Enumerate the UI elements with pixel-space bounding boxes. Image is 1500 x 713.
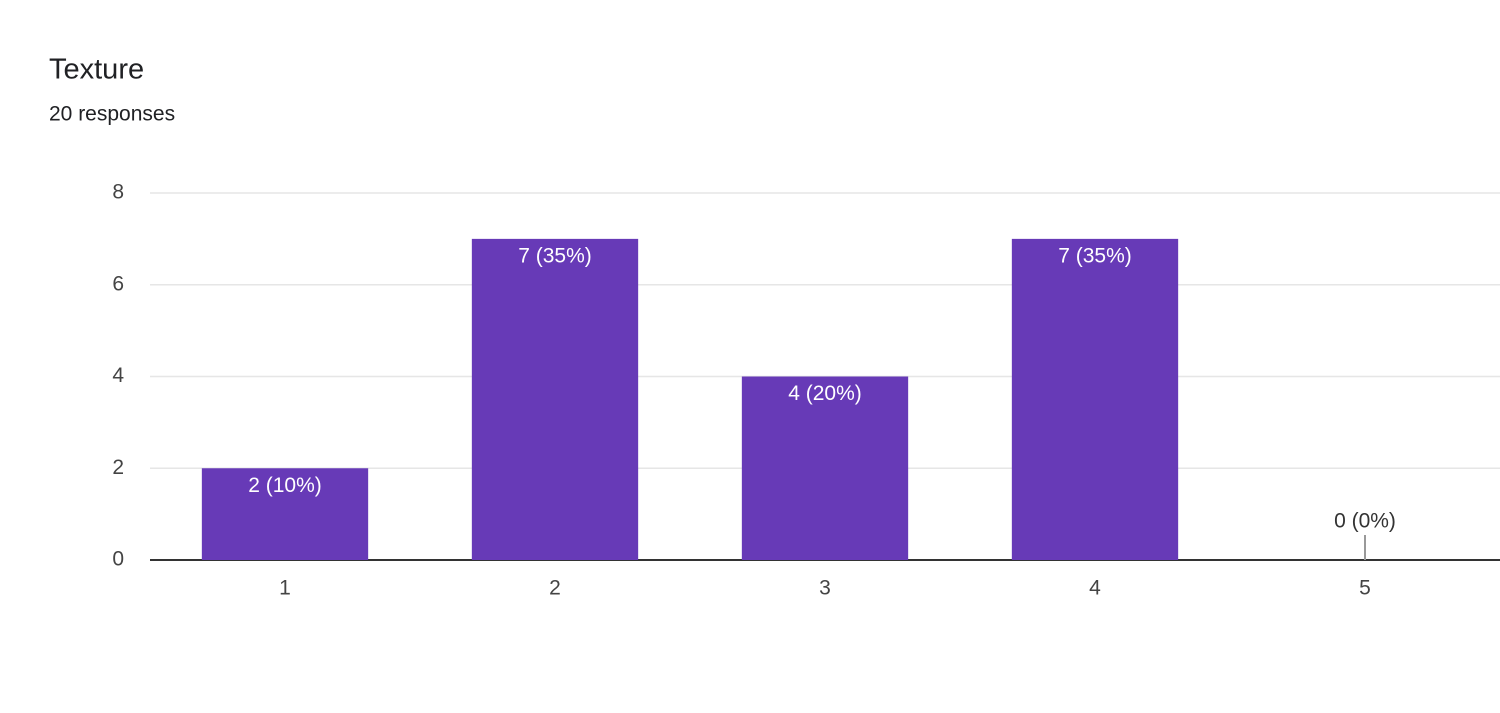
x-tick-label: 2	[549, 577, 561, 600]
value-label: 2 (10%)	[248, 474, 322, 497]
value-label: 7 (35%)	[518, 244, 592, 267]
x-tick-label: 3	[819, 577, 831, 600]
y-tick-label: 8	[112, 181, 124, 204]
bar	[201, 468, 369, 560]
bar	[1011, 238, 1179, 560]
y-tick-label: 2	[112, 456, 124, 479]
x-tick-label: 5	[1359, 577, 1371, 600]
value-label: 7 (35%)	[1058, 244, 1132, 267]
y-tick-label: 0	[112, 548, 124, 571]
bar	[471, 238, 639, 560]
y-tick-label: 6	[112, 272, 124, 295]
chart-title: Texture	[49, 54, 144, 86]
x-tick-label: 4	[1089, 577, 1101, 600]
x-tick-label: 1	[279, 577, 291, 600]
y-tick-label: 4	[112, 364, 124, 387]
value-label: 0 (0%)	[1334, 510, 1396, 533]
bar	[741, 376, 909, 560]
value-label: 4 (20%)	[788, 382, 862, 405]
chart-subtitle: 20 responses	[49, 103, 175, 126]
